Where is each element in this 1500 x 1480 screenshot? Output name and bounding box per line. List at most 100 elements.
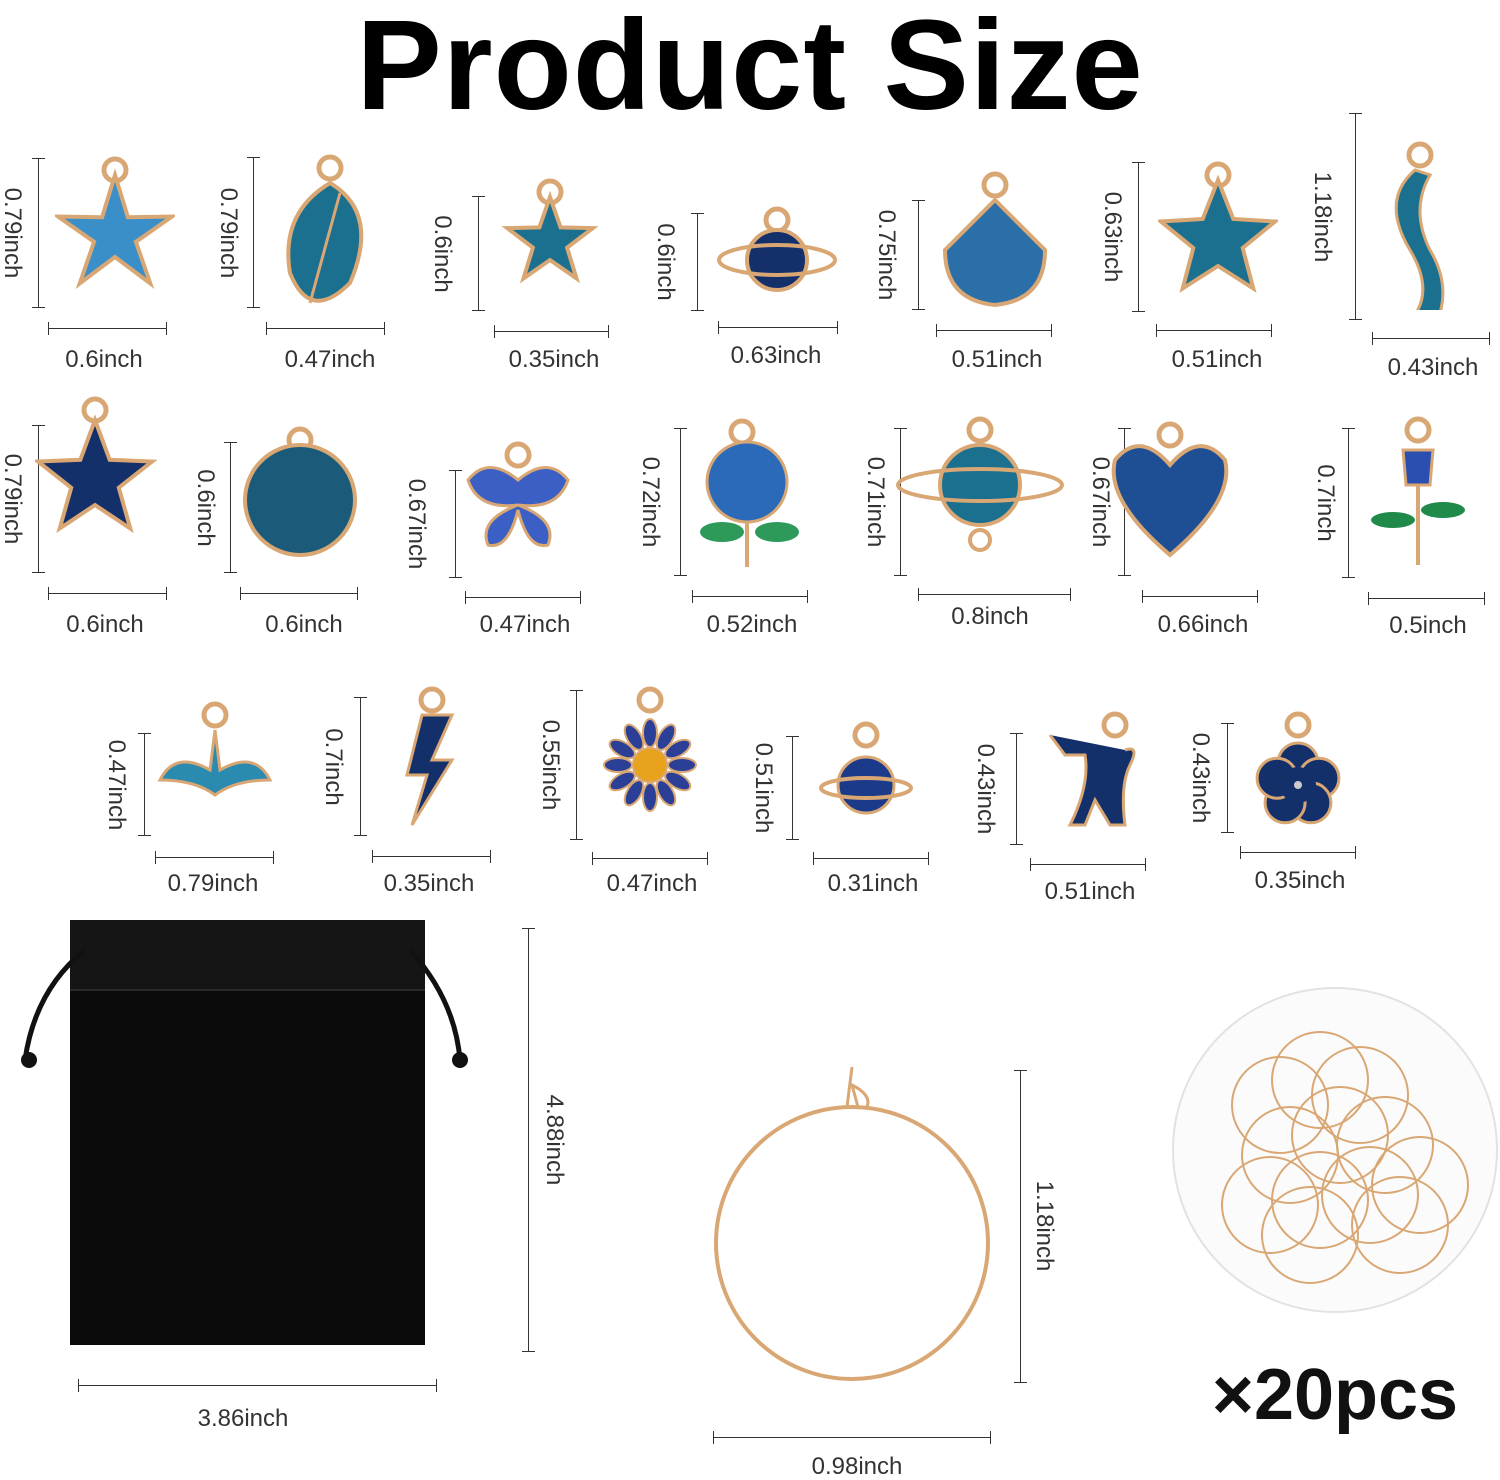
charm-width-label: 0.35inch	[508, 346, 600, 373]
charm-height-label: 0.47inch	[103, 739, 130, 830]
charm-height-dimension-line	[472, 196, 485, 311]
charm-height-dimension-line	[674, 428, 687, 576]
charm-width-label: 0.8inch	[951, 603, 1029, 630]
velvet-drawstring-bag-icon	[21, 920, 468, 1345]
charm-width-label: 0.51inch	[1171, 346, 1263, 373]
charm-width-label: 0.47inch	[606, 870, 698, 897]
charm-height-label: 0.75inch	[873, 209, 900, 301]
charm-height-label: 0.79inch	[0, 453, 26, 545]
charm-height-dimension-line	[247, 157, 260, 308]
charm-width-label: 0.47inch	[479, 611, 571, 638]
charm-width-label: 0.79inch	[167, 870, 259, 897]
charm-height-label: 0.72inch	[637, 456, 664, 548]
charm-width-dimension-line	[718, 321, 838, 334]
charm-height-label: 0.71inch	[862, 456, 889, 548]
ring-height-label: 1.18inch	[1031, 1180, 1058, 1272]
charm-width-label: 0.6inch	[66, 611, 144, 638]
charm-height-dimension-line	[354, 697, 367, 836]
bag-height-dimension-line	[522, 928, 535, 1352]
ring-width-dimension-line	[713, 1431, 991, 1444]
rose-charm-icon	[700, 418, 799, 567]
wine-glass-ring-icon	[714, 1066, 990, 1381]
starfish-dotted-charm-icon	[1158, 161, 1278, 293]
charm-height-label: 0.55inch	[537, 719, 564, 811]
ring-width-label: 0.98inch	[811, 1453, 903, 1480]
starfish-charm-icon	[55, 156, 175, 290]
charm-height-label: 0.79inch	[215, 187, 242, 278]
planet-charm-icon	[717, 206, 837, 292]
charm-width-label: 0.43inch	[1387, 354, 1479, 381]
daisy-charm-icon	[603, 686, 697, 812]
charm-width-dimension-line	[1368, 592, 1485, 605]
charm-width-label: 0.52inch	[706, 611, 798, 638]
charm-height-label: 0.43inch	[1187, 732, 1214, 824]
charm-height-dimension-line	[912, 200, 925, 310]
charm-height-label: 0.67inch	[403, 478, 430, 570]
charm-width-dimension-line	[1156, 324, 1272, 337]
charm-height-label: 0.7inch	[320, 727, 347, 806]
charm-width-dimension-line	[1030, 858, 1146, 871]
ring-bundle-photo-icon	[1172, 987, 1498, 1313]
charm-width-label: 0.5inch	[1389, 612, 1467, 639]
charm-height-label: 0.79inch	[0, 187, 26, 279]
saturn-connector-charm-icon	[896, 416, 1064, 552]
lightning-bolt-charm-icon	[405, 686, 455, 826]
charm-height-dimension-line	[1010, 733, 1023, 845]
charm-width-dimension-line	[155, 851, 274, 864]
shell-charm-icon	[942, 171, 1048, 308]
ring-count-label: ×20pcs	[1211, 1355, 1459, 1435]
butterfly-charm-icon	[466, 441, 570, 548]
charm-height-dimension-line	[570, 690, 583, 840]
charm-width-label: 0.35inch	[383, 870, 475, 897]
charm-width-dimension-line	[372, 850, 491, 863]
charm-width-label: 0.35inch	[1254, 867, 1346, 894]
mermaid-charm-icon	[1394, 141, 1445, 310]
charm-width-dimension-line	[494, 325, 609, 338]
charm-height-dimension-line	[1349, 113, 1362, 320]
charm-height-dimension-line	[224, 442, 237, 573]
charm-width-label: 0.6inch	[265, 611, 343, 638]
charm-height-dimension-line	[1342, 428, 1355, 578]
constellation-moon-charm-icon	[243, 426, 357, 557]
charm-width-label: 0.63inch	[730, 342, 822, 369]
charm-width-label: 0.66inch	[1157, 611, 1249, 638]
star-large-charm-icon	[35, 396, 158, 534]
charm-width-dimension-line	[465, 591, 581, 604]
charm-height-label: 1.18inch	[1309, 171, 1336, 262]
bag-width-label: 3.86inch	[197, 1405, 289, 1432]
bag-width-dimension-line	[78, 1379, 437, 1392]
charm-height-label: 0.7inch	[1312, 464, 1339, 542]
charm-height-label: 0.43inch	[972, 743, 999, 835]
charm-width-label: 0.47inch	[284, 346, 376, 373]
tulip-charm-icon	[1371, 416, 1465, 565]
charm-height-dimension-line	[691, 213, 704, 311]
glitter-heart-charm-icon	[1111, 421, 1229, 558]
charm-height-label: 0.51inch	[750, 742, 777, 834]
flower-charm-icon	[1255, 711, 1341, 825]
charm-height-dimension-line	[32, 158, 45, 308]
cat-charm-icon	[1048, 711, 1136, 827]
charm-width-dimension-line	[266, 322, 385, 335]
charm-width-dimension-line	[1240, 846, 1356, 859]
charm-height-dimension-line	[894, 428, 907, 576]
charm-width-dimension-line	[592, 852, 708, 865]
charm-width-dimension-line	[692, 590, 808, 603]
charm-width-dimension-line	[48, 322, 167, 335]
charm-width-label: 0.51inch	[951, 346, 1043, 373]
bag-height-label: 4.88inch	[541, 1094, 568, 1186]
charm-width-label: 0.51inch	[1044, 878, 1136, 905]
charm-height-label: 0.6inch	[429, 214, 456, 293]
charm-height-dimension-line	[449, 470, 462, 578]
charm-height-label: 0.6inch	[652, 223, 679, 301]
page-title: Product Size	[356, 0, 1144, 137]
charm-width-dimension-line	[1372, 332, 1490, 345]
charm-width-dimension-line	[240, 587, 358, 600]
charm-height-dimension-line	[32, 425, 45, 573]
charm-width-dimension-line	[813, 852, 929, 865]
charm-height-dimension-line	[786, 736, 799, 840]
charm-width-dimension-line	[48, 587, 167, 600]
charm-width-dimension-line	[1142, 590, 1258, 603]
charm-width-dimension-line	[918, 588, 1071, 601]
charm-width-label: 0.6inch	[65, 346, 143, 373]
